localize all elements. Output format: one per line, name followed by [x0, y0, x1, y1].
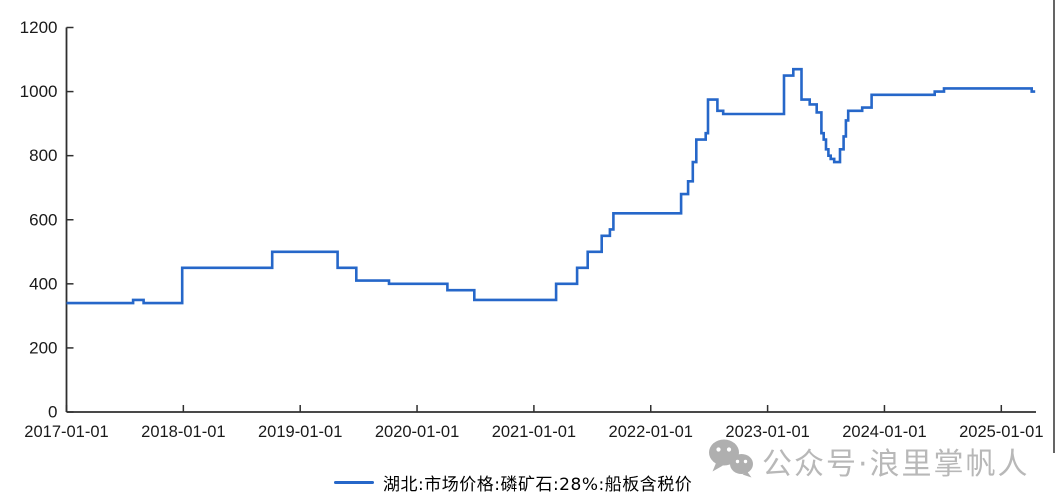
- price-step-line: [66, 67, 1036, 305]
- y-tick-label: 400: [29, 274, 57, 293]
- x-tick-label: 2024-01-01: [842, 423, 926, 441]
- x-tick-label: 2017-01-01: [24, 423, 108, 441]
- x-tick-label: 2022-01-01: [609, 423, 693, 441]
- right-edge-border-artifact: [1053, 0, 1055, 453]
- x-tick-label: 2018-01-01: [141, 423, 225, 441]
- y-tick-label: 800: [29, 146, 57, 165]
- x-tick-label: 2021-01-01: [492, 423, 576, 441]
- legend-label: 湖北:市场价格:磷矿石:28%:船板含税价: [383, 474, 693, 495]
- x-tick-label: 2020-01-01: [375, 423, 459, 441]
- y-tick-label: 600: [29, 210, 57, 229]
- price-chart: 0 200 400 600 800 1000 1200 2017-01-01 2018-01-0…: [20, 18, 1044, 441]
- y-tick-label: 200: [29, 338, 57, 357]
- x-tick-label: 2023-01-01: [725, 423, 809, 441]
- y-tick-label: 1000: [20, 82, 58, 101]
- y-tick-label: 0: [48, 403, 57, 422]
- x-tick-label: 2025-01-01: [959, 423, 1043, 441]
- legend-line-swatch: [334, 480, 374, 484]
- x-tick-label: 2019-01-01: [258, 423, 342, 441]
- legend: 湖北:市场价格:磷矿石:28%:船板含税价: [334, 470, 693, 495]
- y-tick-label: 1200: [20, 18, 58, 37]
